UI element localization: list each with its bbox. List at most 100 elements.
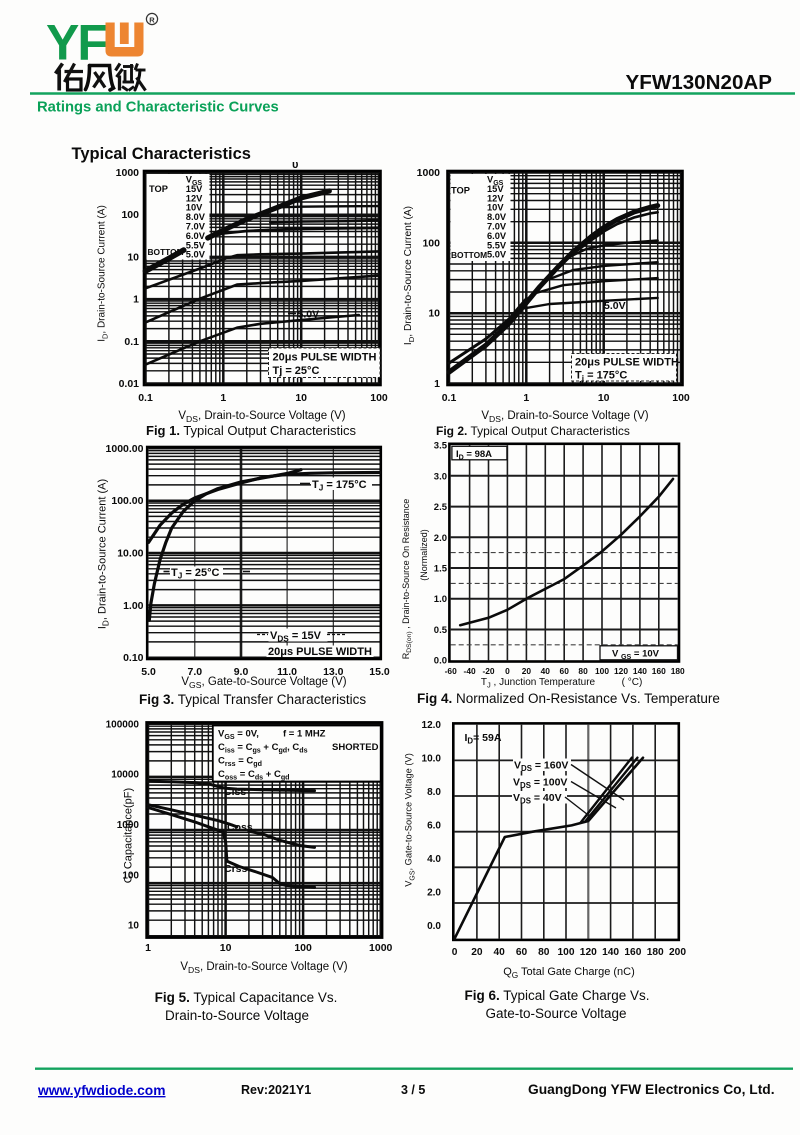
svg-text:80: 80	[538, 947, 550, 958]
svg-text:VDS, Drain-to-Source Voltage (: VDS, Drain-to-Source Voltage (V)	[178, 410, 345, 424]
svg-text:0.0: 0.0	[434, 656, 447, 667]
svg-text:Gate-to-Source Voltage: Gate-to-Source Voltage	[485, 1006, 626, 1021]
svg-text:7.0: 7.0	[187, 666, 202, 678]
svg-text:5.5V: 5.5V	[487, 240, 507, 250]
svg-text:100: 100	[672, 392, 690, 404]
svg-text:5.0: 5.0	[141, 666, 156, 678]
svg-text:100: 100	[370, 392, 388, 404]
svg-text:1000: 1000	[117, 820, 140, 831]
svg-text:1000: 1000	[116, 167, 140, 179]
svg-text:ID, Drain-to-Source Current (A: ID, Drain-to-Source Current (A)	[97, 205, 110, 342]
svg-text:1000: 1000	[369, 942, 393, 954]
svg-text:VGS, Gate-to-Source Voltage (V: VGS, Gate-to-Source Voltage (V)	[181, 676, 346, 690]
svg-text:ID= 59A: ID= 59A	[465, 732, 502, 746]
svg-text:60: 60	[516, 947, 528, 958]
svg-text:160: 160	[624, 947, 641, 958]
svg-text:-60: -60	[445, 666, 457, 676]
svg-text:VGS, Gate-to-Source Voltage (V: VGS, Gate-to-Source Voltage (V)	[404, 753, 417, 887]
svg-text:5.0V: 5.0V	[604, 300, 626, 312]
svg-text:10.00: 10.00	[117, 548, 143, 560]
svg-text:7.0V: 7.0V	[186, 222, 206, 232]
svg-text:2.5: 2.5	[434, 502, 448, 513]
svg-text:9.0: 9.0	[234, 666, 249, 678]
svg-text:1: 1	[434, 378, 440, 390]
svg-text:-20: -20	[482, 666, 494, 676]
svg-text:10000: 10000	[111, 770, 139, 781]
svg-text:7.0V: 7.0V	[487, 222, 507, 232]
svg-text:0: 0	[452, 947, 458, 958]
svg-text:5.5V: 5.5V	[186, 240, 206, 250]
svg-text:1: 1	[145, 942, 151, 954]
svg-text:15V: 15V	[487, 184, 504, 194]
svg-text:200: 200	[669, 947, 686, 958]
svg-text:20μs PULSE WIDTH: 20μs PULSE WIDTH	[273, 352, 377, 364]
svg-text:0: 0	[505, 666, 510, 676]
svg-text:Ciss: Ciss	[224, 786, 246, 798]
svg-text:10: 10	[598, 392, 610, 404]
svg-text:TOP: TOP	[149, 184, 168, 194]
svg-text:100.00: 100.00	[111, 495, 143, 507]
svg-text:Fig 3. Typical Transfer Chara: Fig 3. Typical Transfer Characteristics	[139, 692, 366, 707]
svg-text:20μs PULSE WIDTH: 20μs PULSE WIDTH	[268, 646, 372, 658]
svg-text:www.yfwdiode.com: www.yfwdiode.com	[37, 1083, 166, 1098]
svg-text:6.0V: 6.0V	[186, 231, 206, 241]
svg-text:VDS, Drain-to-Source Voltage (: VDS, Drain-to-Source Voltage (V)	[180, 961, 347, 975]
svg-text:Drain-to-Source Voltage: Drain-to-Source Voltage	[165, 1008, 309, 1023]
svg-text:YF: YF	[46, 15, 106, 71]
svg-text:BOTTOM: BOTTOM	[148, 247, 184, 257]
svg-text:1: 1	[220, 392, 226, 404]
svg-text:10: 10	[128, 921, 140, 932]
svg-text:GuangDong YFW Electronics Co,: GuangDong YFW Electronics Co, Ltd.	[528, 1082, 775, 1097]
svg-text:Tj = 175°C: Tj = 175°C	[575, 370, 627, 384]
svg-text:TJ = 175°C: TJ = 175°C	[312, 479, 367, 493]
svg-text:1000: 1000	[417, 167, 441, 179]
svg-text:10.0: 10.0	[422, 754, 442, 765]
svg-text:0.10: 0.10	[123, 652, 144, 664]
svg-text:Fig 2. Typical Output Charact: Fig 2. Typical Output Characteristics	[436, 424, 630, 438]
svg-text:40: 40	[541, 666, 551, 676]
svg-text:12.0: 12.0	[422, 720, 442, 731]
svg-text:100: 100	[121, 209, 139, 221]
svg-text:Rev:2021Y1: Rev:2021Y1	[241, 1083, 311, 1097]
svg-text:1.0: 1.0	[434, 594, 447, 605]
svg-text:8.0V: 8.0V	[487, 212, 507, 222]
svg-text:6.0V: 6.0V	[487, 231, 507, 241]
svg-text:Coss: Coss	[227, 822, 253, 834]
svg-text:ID, Drain-to-Source Current (A: ID, Drain-to-Source Current (A)	[403, 206, 416, 345]
svg-text:0.1: 0.1	[124, 336, 139, 348]
svg-text:1.00: 1.00	[123, 600, 144, 612]
svg-text:1000.00: 1000.00	[106, 443, 144, 455]
svg-text:5.0V: 5.0V	[186, 250, 206, 260]
svg-text:140: 140	[602, 947, 619, 958]
svg-text:( °C): ( °C)	[622, 677, 643, 688]
svg-text:Typical Characteristics: Typical Characteristics	[72, 145, 251, 163]
svg-text:120: 120	[580, 947, 597, 958]
svg-text:160: 160	[652, 666, 666, 676]
svg-text:13.0: 13.0	[323, 666, 344, 678]
svg-text:Fig 5. Typical Capacitance Vs: Fig 5. Typical Capacitance Vs.	[155, 990, 338, 1005]
svg-text:15.0: 15.0	[369, 666, 390, 678]
svg-text:YFW130N20AP: YFW130N20AP	[626, 71, 773, 94]
svg-text:10: 10	[428, 308, 440, 320]
svg-text:180: 180	[647, 947, 664, 958]
svg-text:20: 20	[522, 666, 532, 676]
svg-text:100000: 100000	[106, 719, 140, 730]
svg-text:C, Capacitance(pF): C, Capacitance(pF)	[123, 788, 135, 883]
svg-text:0.1: 0.1	[138, 392, 153, 404]
svg-text:4.0: 4.0	[427, 854, 441, 865]
svg-text:f = 1 MHZ: f = 1 MHZ	[283, 729, 326, 740]
svg-text:SHORTED: SHORTED	[332, 742, 379, 753]
svg-text:20: 20	[471, 947, 483, 958]
svg-text:TOP: TOP	[451, 186, 470, 196]
svg-text:-40: -40	[464, 666, 476, 676]
svg-text:1: 1	[523, 392, 529, 404]
svg-text:1: 1	[133, 294, 139, 306]
svg-text:0.01: 0.01	[119, 378, 140, 390]
svg-text:8.0V: 8.0V	[186, 212, 206, 222]
svg-text:100: 100	[422, 237, 440, 249]
svg-text:10: 10	[127, 251, 139, 263]
svg-text:QG Total Gate Charge (nC): QG Total Gate Charge (nC)	[503, 966, 635, 980]
svg-text:Fig 6. Typical Gate Charge Vs: Fig 6. Typical Gate Charge Vs.	[464, 988, 649, 1003]
svg-text:(Normalized): (Normalized)	[419, 529, 429, 581]
svg-text:RDS(on) , Drain-to-Source On R: RDS(on) , Drain-to-Source On Resistance	[401, 499, 413, 659]
